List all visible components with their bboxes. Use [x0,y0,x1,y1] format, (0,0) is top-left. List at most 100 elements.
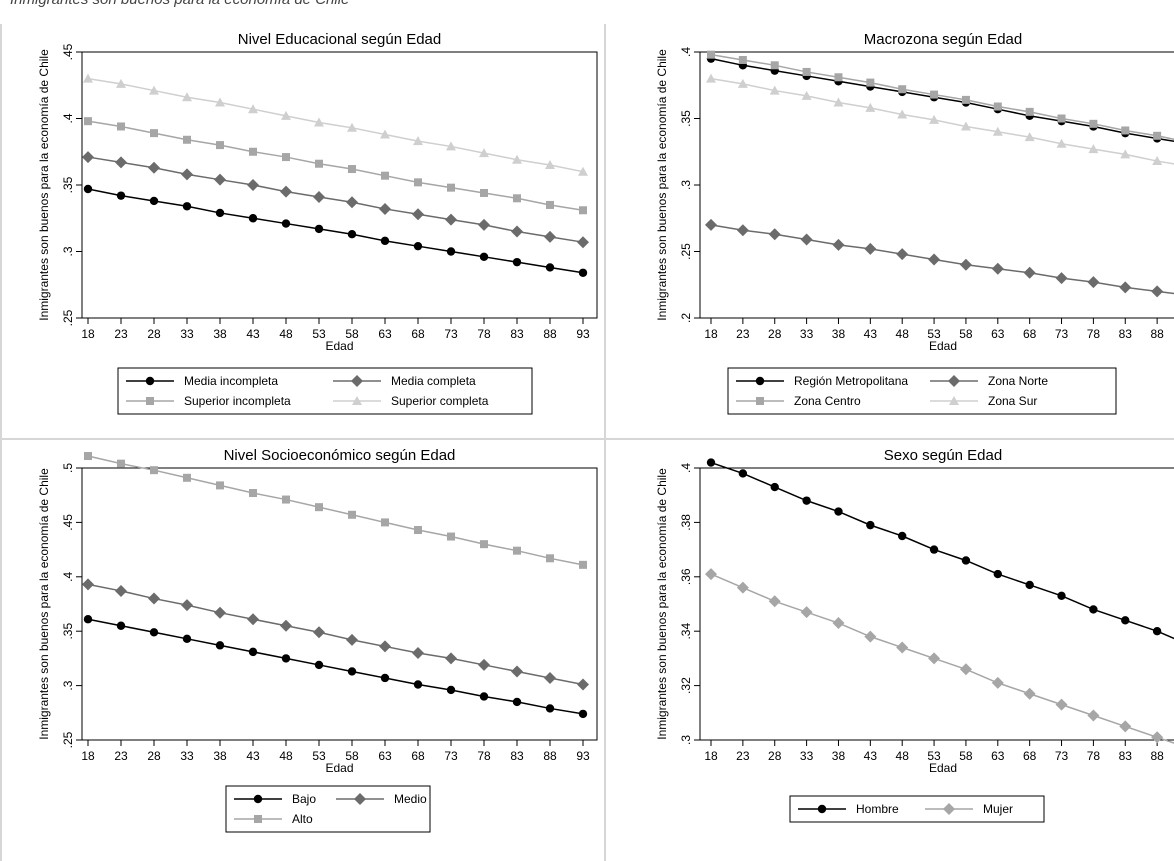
data-point [578,709,588,719]
data-point [314,224,324,234]
x-tick-label: 23 [114,749,128,763]
y-tick-label: .32 [679,677,693,694]
data-point [480,188,488,197]
data-point [769,85,780,95]
legend-marker [351,375,363,387]
y-tick-label: .3 [679,180,693,190]
data-point [833,97,844,107]
data-point [834,73,843,82]
data-point [834,507,843,516]
y-tick-label: .25 [61,731,75,748]
series-line [87,455,584,566]
data-point [181,168,193,181]
data-point [84,452,92,461]
series-line [87,618,584,715]
data-point [545,160,555,170]
data-point [1121,126,1130,135]
data-point [149,85,159,95]
data-point [1119,281,1132,294]
data-point [347,122,357,132]
data-point [314,660,324,670]
caption-text: Inmigrantes son buenos para la economía … [10,0,349,8]
data-point [1056,138,1067,148]
data-point [115,584,127,597]
data-point [832,238,845,251]
data-point [479,692,489,701]
legend-marker [949,396,959,405]
data-point [770,61,779,70]
x-tick-label: 33 [800,749,814,763]
legend-label: Región Metropolitana [794,374,908,388]
data-point [247,613,259,626]
legend-label: Superior incompleta [184,394,291,408]
x-tick-label: 48 [279,327,293,341]
series-alto [84,452,587,569]
data-point [148,592,160,605]
y-tick-label: .38 [679,514,693,531]
x-tick-label: 38 [213,749,227,763]
data-point [961,556,971,565]
data-point [214,173,226,186]
data-point [1153,131,1162,140]
data-point [281,654,291,663]
data-point [1151,731,1164,744]
plot-area-frame [81,467,598,741]
data-point [768,228,781,241]
data-point [346,196,358,209]
y-tick-label: .4 [61,571,75,581]
data-point [707,50,715,59]
data-point [82,578,94,591]
data-point [705,568,717,581]
chart-svg: Sexo según Edad .3 .32 .34 .36 .38 .4 Inmigrant… [655,447,1174,823]
x-tick-label: 73 [444,749,458,763]
x-tick-label: 48 [279,749,293,763]
data-point [315,159,323,168]
data-point [929,545,939,554]
chart-title: Sexo según Edad [884,447,1002,464]
data-point [82,151,94,164]
data-point [1057,591,1066,601]
data-point [897,109,908,119]
legend-label: Hombre [856,802,899,816]
data-point [183,135,191,144]
series-medio [82,578,589,691]
data-point [1087,709,1100,722]
x-tick-label: 68 [411,327,425,341]
data-point [864,630,877,643]
data-point [149,628,159,637]
chart-svg: Macrozona según Edad .2 .25 .3 .35 .4 Inmigran… [655,31,1174,415]
chart-panel-nivel-socioeconomico: Nivel Socioeconómico según Edad .25 .3 .35.… [2,440,604,861]
series-zona-centro [707,50,1174,141]
data-point [182,92,192,102]
x-tick-label: 88 [543,749,557,763]
chart-legend: Región Metropolitana Zona Norte Zona Centr… [727,367,1117,415]
data-point [181,599,193,612]
data-point [215,641,225,650]
y-tick-label: .35 [61,623,75,640]
data-point [1055,272,1068,285]
data-point [512,257,522,267]
data-point [282,153,290,162]
data-point [864,242,877,255]
data-point [116,78,126,88]
series-line [87,156,584,243]
x-tick-label: 18 [704,327,718,341]
data-point [991,262,1004,275]
data-point [960,121,971,131]
x-tick-label: 18 [81,749,95,763]
data-point [182,202,192,211]
data-point [116,191,126,200]
data-point [347,230,357,239]
data-point [313,190,325,203]
data-point [736,581,749,594]
data-point [216,481,224,490]
data-point [579,206,587,215]
data-point [414,526,422,535]
data-point [511,665,523,678]
data-point [800,233,813,246]
data-point [182,634,192,644]
x-tick-label: 38 [832,327,846,341]
series-line [87,188,584,274]
x-tick-label: 73 [444,327,458,341]
x-tick-label: 83 [1119,327,1133,341]
